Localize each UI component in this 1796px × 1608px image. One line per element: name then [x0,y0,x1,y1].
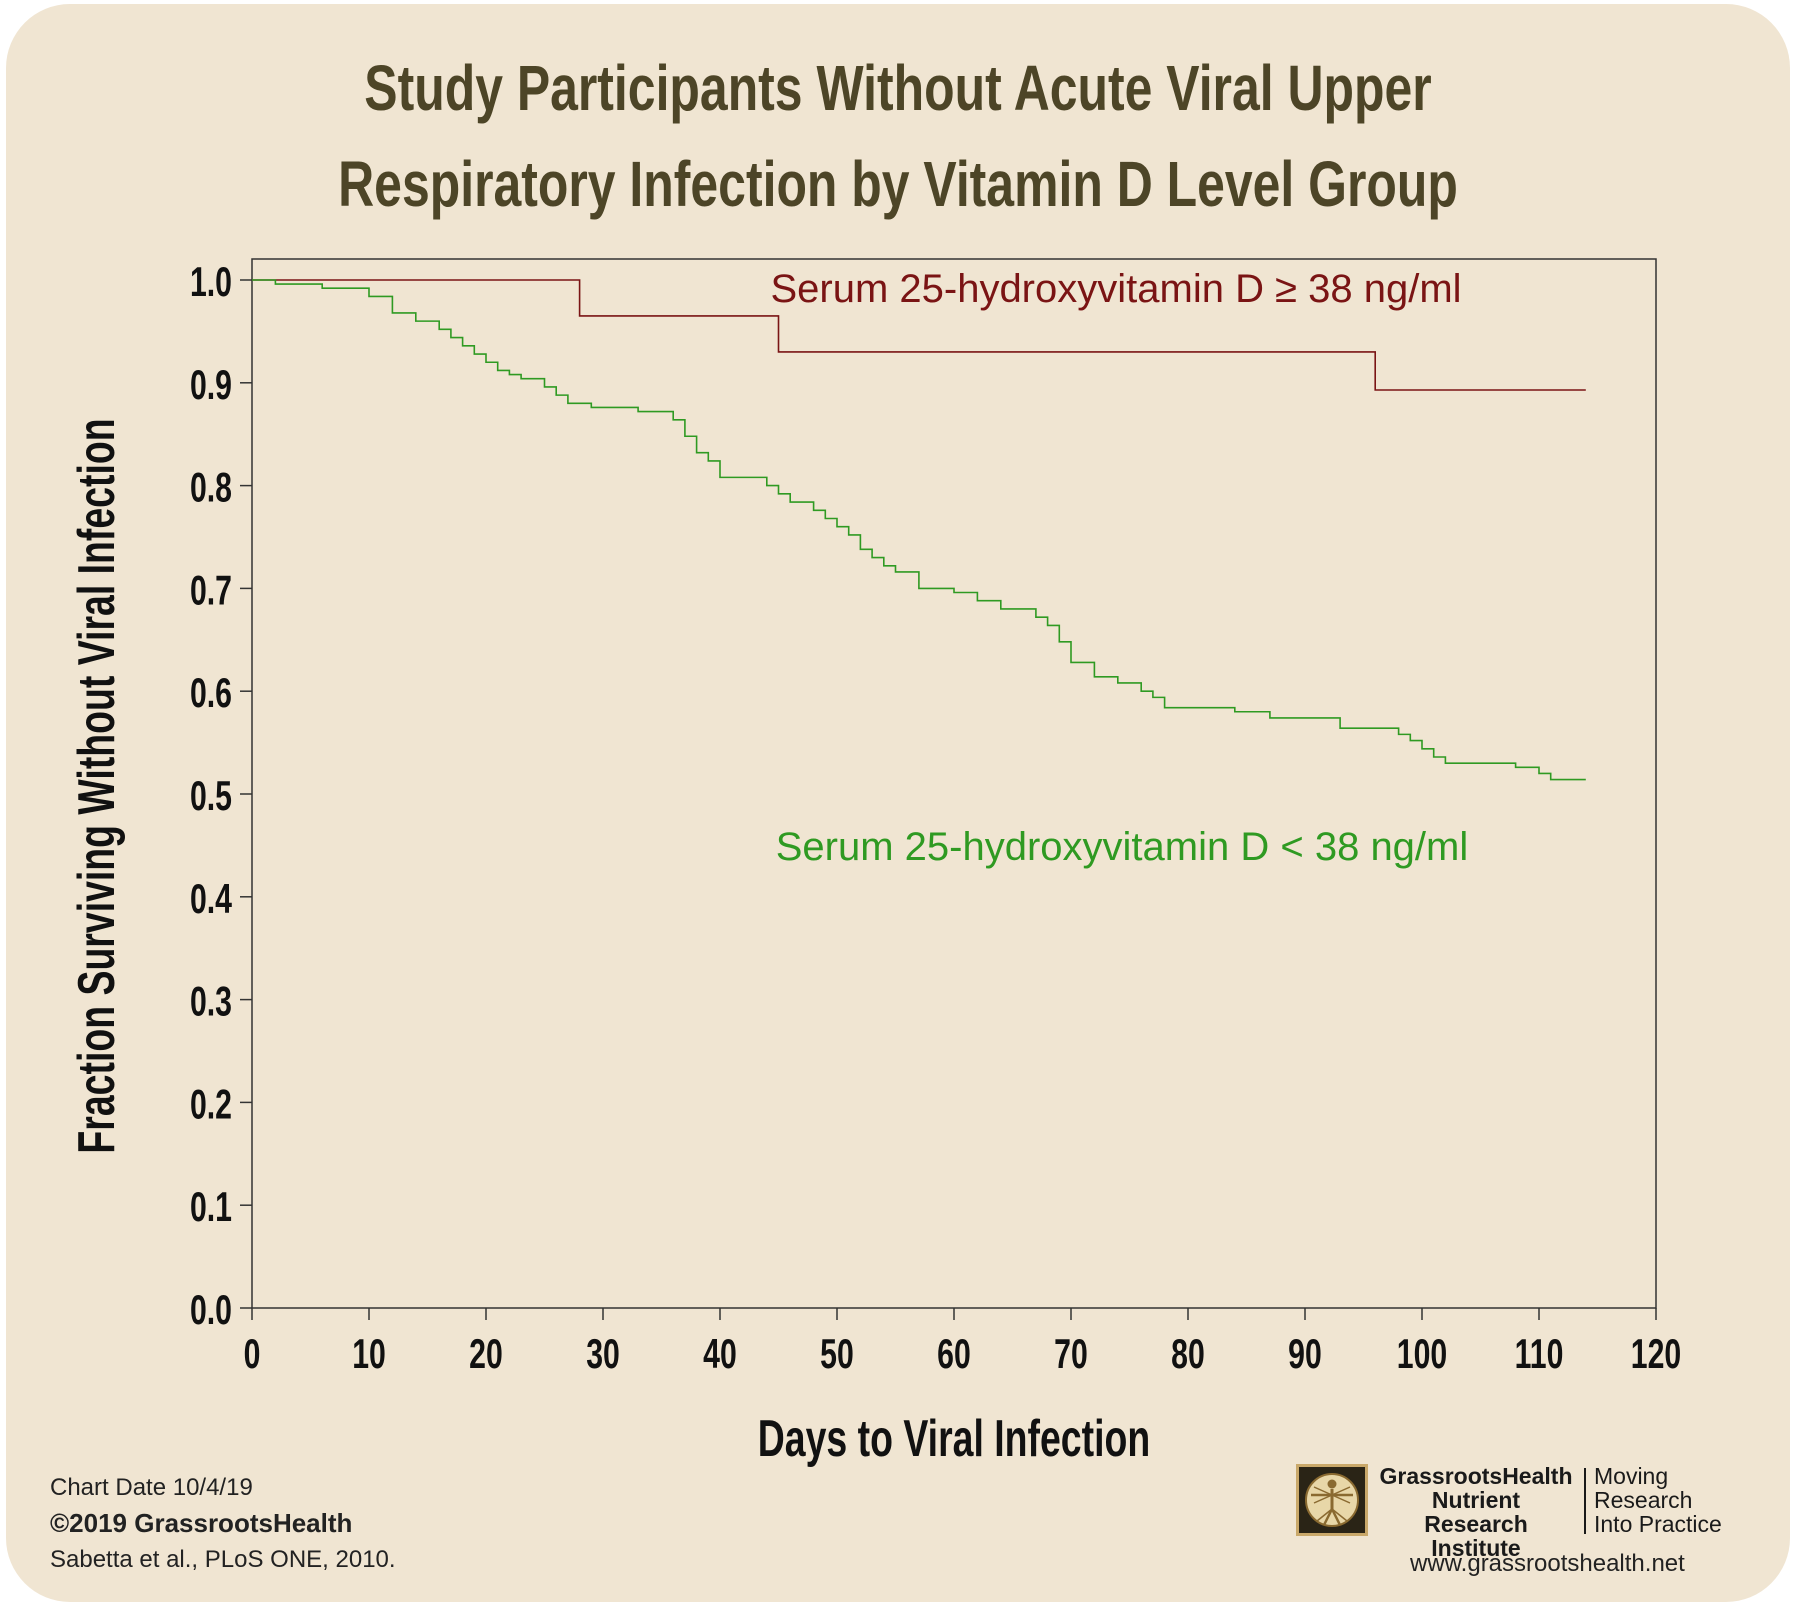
logo-name-line: GrassrootsHealth [1379,1463,1573,1489]
logo-divider [1584,1468,1586,1534]
plot-frame [251,258,1657,1309]
chart-card [6,4,1790,1602]
x-tick-label: 90 [1288,1330,1322,1377]
x-axis-title: Days to Viral Infection [758,1409,1150,1468]
x-tick-label: 100 [1397,1330,1447,1377]
x-tick-label: 60 [937,1330,971,1377]
series-layer [252,279,1586,781]
y-tick-label: 0.6 [190,669,232,716]
y-axis: 0.0 0.1 0.2 0.3 0.4 0.5 0.6 0.7 0.8 0.9 1.0 [190,258,252,1333]
y-tick-label: 0.8 [190,464,232,511]
series-line-low [252,279,1586,781]
x-tick-label: 80 [1171,1330,1205,1377]
y-tick-label: 0.2 [190,1081,232,1128]
x-tick-label: 70 [1054,1330,1088,1377]
y-tick-label: 0.1 [190,1183,232,1230]
logo-tagline: Moving Research Into Practice [1594,1464,1754,1536]
y-tick-label: 0.7 [190,567,232,614]
y-tick-label: 0.5 [190,772,232,819]
chart-date: Chart Date 10/4/19 [50,1474,253,1501]
x-tick-label: 30 [586,1330,620,1377]
x-axis: 0 10 20 30 40 50 60 70 80 90 100 110 120 [244,1308,1681,1377]
copyright: ©2019 GrassrootsHealth [50,1508,353,1538]
y-tick-label: 0.3 [190,978,232,1025]
chart-title: Study Participants Without Acute Viral U… [338,52,1458,220]
logo-name-line: Research Institute [1424,1511,1528,1561]
x-tick-label: 20 [469,1330,503,1377]
y-tick-label: 0.9 [190,361,232,408]
y-tick-label: 0.4 [190,875,233,922]
logo-tagline-line: Research [1594,1487,1693,1513]
vitruvian-man-icon [1296,1464,1368,1536]
x-tick-label: 0 [244,1330,261,1377]
x-tick-label: 40 [703,1330,737,1377]
website-url: www.grassrootshealth.net [1410,1550,1685,1577]
x-tick-label: 10 [352,1330,386,1377]
logo-tagline-line: Moving [1594,1463,1669,1489]
logo-name-line: Nutrient [1431,1487,1521,1513]
y-axis-title: Fraction Surviving Without Viral Infecti… [67,418,126,1153]
x-tick-label: 110 [1515,1330,1564,1377]
grassrootshealth-logo: GrassrootsHealth Nutrient Research Insti… [1296,1464,1746,1560]
series-label-high: Serum 25-hydroxyvitamin D ≥ 38 ng/ml [770,267,1461,311]
y-tick-label: 1.0 [190,258,232,305]
series-line-high [252,279,1586,391]
series-label-low: Serum 25-hydroxyvitamin D < 38 ng/ml [776,825,1469,869]
source-citation: Sabetta et al., PLoS ONE, 2010. [50,1546,396,1573]
x-tick-label: 50 [820,1330,854,1377]
x-tick-label: 120 [1631,1330,1681,1377]
y-tick-label: 0.0 [190,1286,232,1333]
logo-name: GrassrootsHealth Nutrient Research Insti… [1378,1464,1574,1560]
logo-tagline-line: Into Practice [1594,1511,1722,1537]
